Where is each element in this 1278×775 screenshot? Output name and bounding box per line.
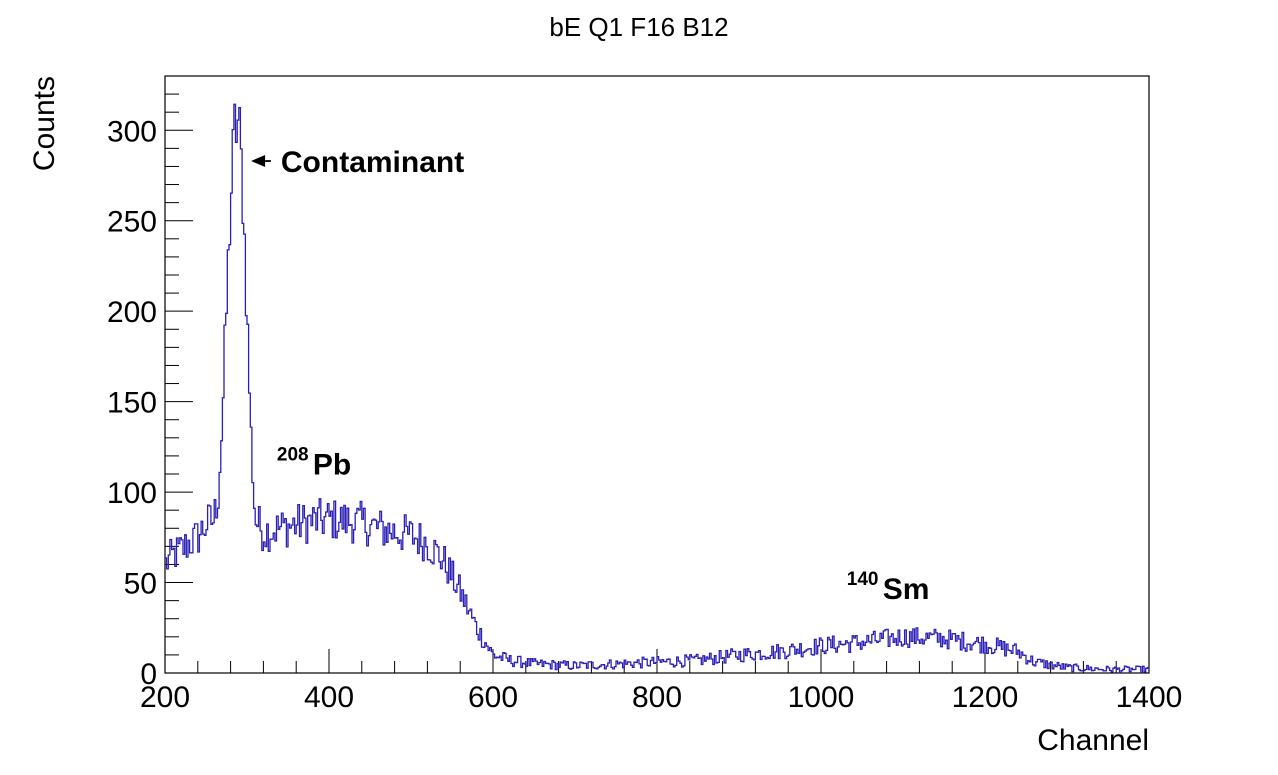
annotation-pb208-symbol: Pb [313,448,351,481]
annotation-pb208: 208 Pb [277,444,351,481]
annotation-sm140-mass: 140 [847,569,879,590]
x-tick-label: 1400 [1116,681,1183,714]
x-tick-label: 1000 [788,681,855,714]
y-tick-label: 50 [124,568,157,601]
x-axis-title: Channel [1037,724,1149,757]
y-tick-label: 250 [107,206,157,239]
annotation-sm140: 140 Sm [847,569,930,606]
annotation-contaminant: Contaminant [251,146,464,179]
y-tick-label: 300 [107,115,157,148]
annotation-arrow-head [251,155,266,168]
y-axis-tick-labels: 0 50 100 150 200 250 300 [107,115,157,691]
x-tick-label: 1200 [952,681,1019,714]
y-tick-label: 150 [107,387,157,420]
y-axis-title: Counts [28,76,61,171]
x-tick-label: 600 [468,681,518,714]
x-tick-label: 800 [632,681,682,714]
annotation-sm140-symbol: Sm [883,573,930,606]
x-tick-label: 400 [304,681,354,714]
annotation-pb208-mass: 208 [277,444,309,465]
y-tick-label: 100 [107,477,157,510]
x-axis-tick-labels: 200 400 600 800 1000 1200 1400 [140,681,1182,714]
y-axis-ticks [165,75,193,674]
annotation-contaminant-label: Contaminant [281,146,464,179]
chart-title: bE Q1 F16 B12 [549,12,728,42]
series-line [165,103,1149,674]
y-tick-label: 200 [107,296,157,329]
x-tick-label: 200 [140,681,190,714]
y-tick-label: 0 [140,658,157,691]
